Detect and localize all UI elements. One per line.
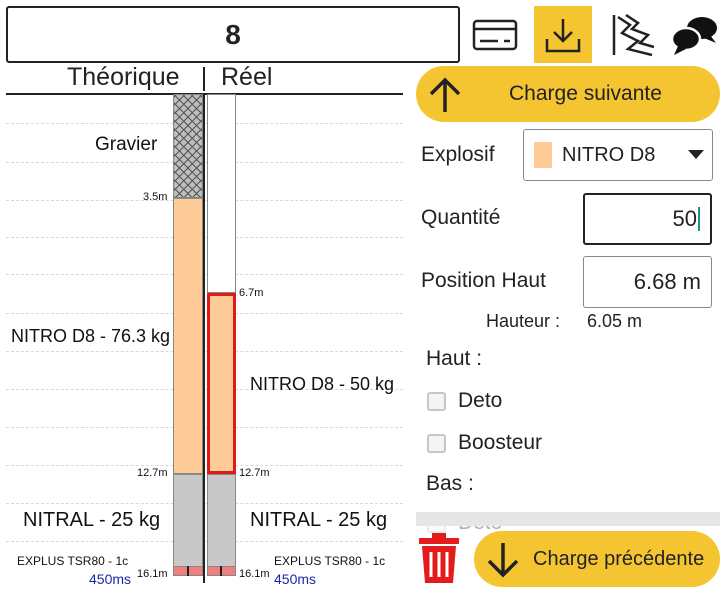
- hole-number-display[interactable]: 8: [6, 6, 460, 63]
- card-icon[interactable]: [468, 6, 522, 63]
- position-label: Position Haut: [421, 269, 546, 292]
- depth-label-16-1-left: 16.1m: [137, 568, 168, 580]
- depth-label-12-7-right: 12.7m: [239, 467, 270, 479]
- actual-detonator-label: EXPLUS TSR80 - 1c: [274, 554, 386, 568]
- deto-top-label: Deto: [458, 389, 503, 412]
- checkbox-box[interactable]: [427, 391, 446, 411]
- text-cursor: [698, 207, 700, 231]
- blast-sequence-icon[interactable]: [604, 6, 662, 63]
- theoretical-nitro-label: NITRO D8 - 76.3 kg: [11, 326, 171, 346]
- depth-label-3-5: 3.5m: [143, 191, 168, 203]
- actual-nitro-segment[interactable]: [207, 293, 236, 474]
- theoretical-nitro-segment[interactable]: [173, 198, 203, 474]
- quantity-input[interactable]: 50: [583, 193, 712, 245]
- arrow-up-icon: [429, 77, 461, 112]
- previous-charge-label: Charge précédente: [533, 547, 705, 570]
- theoretical-gravel-segment[interactable]: [173, 94, 203, 198]
- theoretical-header: Théorique: [67, 63, 180, 91]
- arrow-down-icon: [487, 543, 519, 578]
- trash-icon[interactable]: [418, 532, 460, 584]
- column-divider: [203, 95, 205, 583]
- theoretical-nitral-label: NITRAL - 25 kg: [23, 509, 161, 531]
- next-charge-label: Charge suivante: [509, 82, 662, 105]
- height-value: 6.05 m: [587, 311, 643, 331]
- explosive-select[interactable]: NITRO D8: [523, 129, 713, 181]
- quantity-label: Quantité: [421, 206, 501, 229]
- theoretical-delay-label: 450ms: [89, 571, 132, 587]
- booster-top-checkbox[interactable]: Boosteur: [427, 431, 542, 455]
- download-icon[interactable]: [534, 6, 592, 63]
- position-input[interactable]: 6.68 m: [583, 256, 712, 308]
- actual-detonator-tick: [220, 566, 222, 576]
- previous-charge-button[interactable]: Charge précédente: [474, 531, 720, 587]
- height-label: Hauteur :: [486, 311, 561, 331]
- explosive-value: NITRO D8: [562, 143, 656, 166]
- actual-empty-segment[interactable]: [207, 94, 236, 293]
- explosive-color-swatch: [534, 142, 552, 168]
- theoretical-gravel-label: Gravier: [95, 134, 158, 155]
- depth-label-12-7-left: 12.7m: [137, 467, 168, 479]
- scroll-fade: [416, 512, 720, 526]
- next-charge-button[interactable]: Charge suivante: [416, 66, 720, 122]
- actual-nitral-segment[interactable]: [207, 474, 236, 576]
- explosive-label: Explosif: [421, 143, 495, 166]
- actual-nitral-label: NITRAL - 25 kg: [250, 509, 388, 531]
- chat-icon[interactable]: [666, 6, 724, 63]
- bottom-section-label: Bas :: [426, 472, 474, 495]
- theoretical-detonator-label: EXPLUS TSR80 - 1c: [17, 554, 129, 568]
- checkbox-box[interactable]: [427, 433, 446, 453]
- depth-label-16-1-right: 16.1m: [239, 568, 270, 580]
- theoretical-nitral-segment[interactable]: [173, 474, 203, 576]
- theoretical-detonator-tick: [187, 566, 189, 576]
- actual-nitro-label: NITRO D8 - 50 kg: [250, 374, 395, 394]
- dropdown-caret-icon: [688, 150, 704, 159]
- depth-label-6-7: 6.7m: [239, 287, 264, 299]
- top-section-label: Haut :: [426, 347, 483, 370]
- booster-top-label: Boosteur: [458, 431, 543, 454]
- deto-top-checkbox[interactable]: Deto: [427, 389, 502, 413]
- quantity-value: 50: [672, 206, 697, 231]
- position-value: 6.68 m: [633, 269, 701, 294]
- actual-header: Réel: [221, 63, 273, 91]
- header-separator: [203, 67, 205, 91]
- header-underline: [6, 93, 403, 95]
- actual-delay-label: 450ms: [274, 571, 317, 587]
